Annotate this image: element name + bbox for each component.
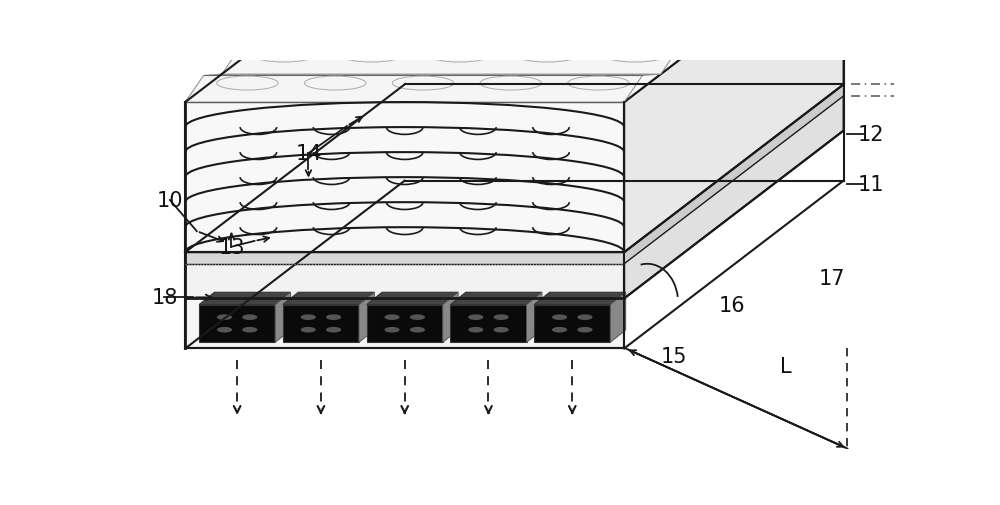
Text: 12: 12 bbox=[857, 125, 884, 144]
Polygon shape bbox=[185, 76, 642, 103]
Polygon shape bbox=[367, 305, 443, 342]
Ellipse shape bbox=[242, 315, 257, 320]
Polygon shape bbox=[624, 85, 844, 299]
Polygon shape bbox=[185, 0, 844, 103]
Polygon shape bbox=[275, 293, 291, 342]
Polygon shape bbox=[359, 293, 374, 342]
Polygon shape bbox=[283, 293, 374, 305]
Polygon shape bbox=[450, 293, 542, 305]
Polygon shape bbox=[610, 293, 626, 342]
Polygon shape bbox=[443, 293, 458, 342]
Ellipse shape bbox=[410, 315, 425, 320]
Polygon shape bbox=[185, 103, 624, 252]
Ellipse shape bbox=[301, 315, 316, 320]
Text: 15: 15 bbox=[661, 346, 687, 366]
Ellipse shape bbox=[494, 315, 509, 320]
Ellipse shape bbox=[552, 315, 567, 320]
Polygon shape bbox=[534, 293, 626, 305]
Text: 10: 10 bbox=[157, 190, 183, 211]
Polygon shape bbox=[450, 305, 527, 342]
Polygon shape bbox=[222, 48, 679, 75]
Ellipse shape bbox=[468, 327, 483, 333]
Ellipse shape bbox=[242, 327, 257, 333]
Polygon shape bbox=[240, 47, 697, 48]
Polygon shape bbox=[185, 252, 624, 299]
Ellipse shape bbox=[577, 315, 593, 320]
Ellipse shape bbox=[468, 315, 483, 320]
Ellipse shape bbox=[410, 327, 425, 333]
Polygon shape bbox=[199, 305, 275, 342]
Polygon shape bbox=[185, 85, 844, 252]
Ellipse shape bbox=[326, 327, 341, 333]
Polygon shape bbox=[624, 85, 844, 264]
Polygon shape bbox=[185, 299, 624, 349]
Text: 16: 16 bbox=[719, 295, 745, 316]
Polygon shape bbox=[185, 252, 624, 264]
Ellipse shape bbox=[577, 327, 593, 333]
Polygon shape bbox=[534, 305, 610, 342]
Polygon shape bbox=[204, 75, 661, 76]
Polygon shape bbox=[258, 21, 716, 47]
Ellipse shape bbox=[552, 327, 567, 333]
Polygon shape bbox=[624, 0, 844, 252]
Ellipse shape bbox=[217, 315, 232, 320]
Ellipse shape bbox=[326, 315, 341, 320]
Polygon shape bbox=[277, 19, 734, 21]
Polygon shape bbox=[367, 293, 458, 305]
Polygon shape bbox=[527, 293, 542, 342]
Text: 17: 17 bbox=[819, 268, 845, 288]
Polygon shape bbox=[283, 305, 359, 342]
Text: 18: 18 bbox=[151, 288, 178, 308]
Ellipse shape bbox=[301, 327, 316, 333]
Ellipse shape bbox=[217, 327, 232, 333]
Text: L: L bbox=[780, 356, 792, 376]
Ellipse shape bbox=[494, 327, 509, 333]
Text: 11: 11 bbox=[857, 175, 884, 195]
Text: 14: 14 bbox=[295, 144, 322, 164]
Ellipse shape bbox=[384, 315, 400, 320]
Ellipse shape bbox=[384, 327, 400, 333]
Polygon shape bbox=[199, 293, 291, 305]
Polygon shape bbox=[295, 0, 752, 19]
Text: 13: 13 bbox=[218, 237, 245, 257]
